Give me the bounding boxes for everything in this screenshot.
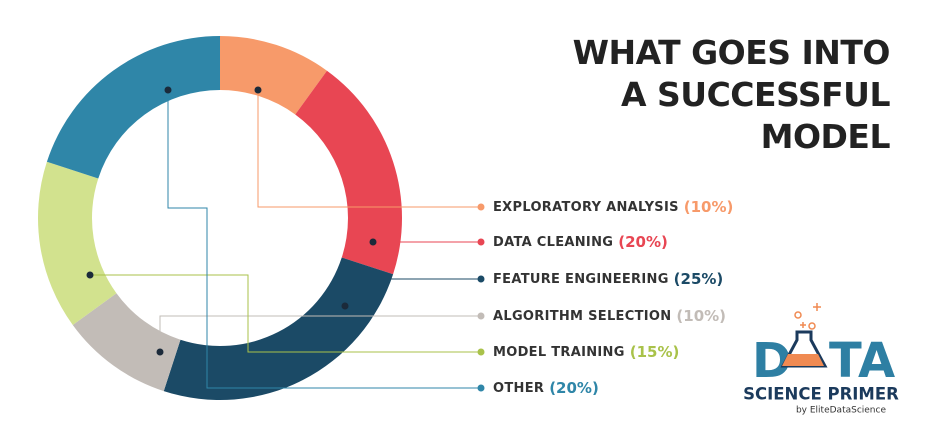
legend-name: MODEL TRAINING (493, 345, 625, 360)
leader-dot (86, 271, 94, 279)
leader-dot (156, 348, 164, 356)
leader-dot (341, 302, 349, 310)
legend-name: OTHER (493, 381, 544, 396)
legend-name: FEATURE ENGINEERING (493, 272, 669, 287)
legend-dot (477, 348, 485, 356)
legend-dot (477, 238, 485, 246)
leader-dot (164, 86, 172, 94)
legend-value: (20%) (549, 379, 599, 397)
legend-name: ALGORITHM SELECTION (493, 309, 671, 324)
legend-label: ALGORITHM SELECTION (10%) (493, 307, 726, 325)
legend-value: (15%) (630, 343, 680, 361)
legend-dot (477, 384, 485, 392)
logo-word: TA (829, 333, 895, 389)
chart-title: WHAT GOES INTO A SUCCESSFUL MODEL (572, 33, 891, 156)
logo: D TA SCIENCE PRIMER by EliteDataScience (743, 303, 899, 416)
legend-dot (477, 312, 485, 320)
leader-line (257, 90, 481, 208)
legend-value: (20%) (618, 233, 668, 251)
donut-segment (220, 36, 327, 115)
legend-label: MODEL TRAINING (15%) (493, 343, 679, 361)
logo-byline: by EliteDataScience (796, 406, 886, 416)
legend-label: FEATURE ENGINEERING (25%) (493, 270, 723, 288)
legend-label: OTHER (20%) (493, 379, 599, 397)
legend-label: EXPLORATORY ANALYSIS (10%) (493, 198, 733, 216)
leader-line (90, 274, 481, 353)
legend-name: DATA CLEANING (493, 235, 613, 250)
donut-segment (38, 161, 117, 325)
legend-value: (25%) (674, 270, 724, 288)
legend-name: EXPLORATORY ANALYSIS (493, 200, 679, 215)
flask-liquid (782, 354, 824, 366)
legend-dot (477, 203, 485, 211)
donut-segment (163, 257, 394, 400)
donut-segment (295, 70, 402, 275)
legend-value: (10%) (684, 198, 734, 216)
legend-dot (477, 275, 485, 283)
bubble (794, 311, 802, 319)
leader-line (167, 90, 481, 389)
leader-dot (254, 86, 262, 94)
logo-subtitle: SCIENCE PRIMER (743, 385, 899, 404)
donut-segment (72, 293, 181, 392)
legend-label: DATA CLEANING (20%) (493, 233, 668, 251)
leader-line (159, 315, 481, 352)
leader-line (344, 278, 481, 306)
bubble (808, 322, 816, 330)
donut-segment (46, 36, 220, 179)
plus-icon (800, 303, 821, 328)
leader-dot (369, 238, 377, 246)
legend-value: (10%) (676, 307, 726, 325)
